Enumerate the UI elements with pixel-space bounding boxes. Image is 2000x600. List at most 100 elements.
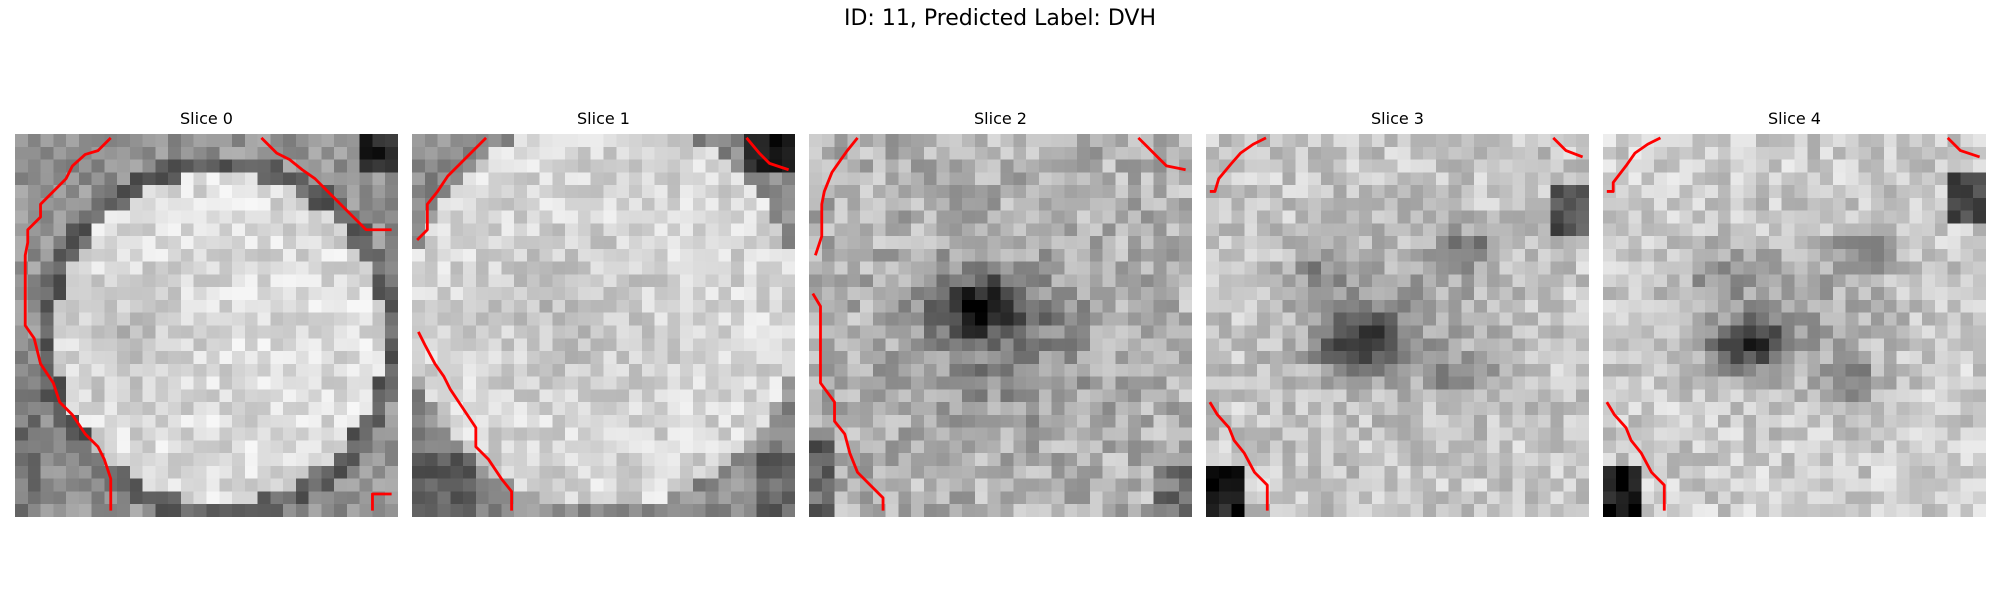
pixel	[1705, 427, 1719, 441]
pixel	[1499, 274, 1513, 288]
pixel	[359, 402, 373, 416]
pixel	[1973, 159, 1986, 173]
pixel	[1128, 351, 1142, 365]
pixel	[1140, 261, 1154, 275]
pixel	[308, 427, 322, 441]
pixel	[27, 287, 41, 301]
pixel	[1038, 427, 1052, 441]
pixel	[1013, 363, 1027, 377]
pixel	[911, 453, 925, 467]
pixel	[1781, 338, 1795, 352]
pixel	[872, 453, 886, 467]
pixel	[219, 134, 233, 148]
pixel	[1615, 134, 1629, 148]
pixel	[1166, 453, 1180, 467]
pixel	[321, 453, 335, 467]
pixel	[1871, 236, 1885, 250]
pixel	[437, 134, 451, 148]
pixel	[1089, 465, 1103, 479]
pixel	[308, 402, 322, 416]
pixel	[155, 351, 169, 365]
pixel	[359, 210, 373, 224]
pixel	[1153, 504, 1167, 517]
pixel	[40, 134, 54, 148]
pixel	[1550, 414, 1564, 428]
pixel	[219, 453, 233, 467]
pixel	[257, 159, 271, 173]
pixel	[1333, 389, 1347, 403]
pixel	[1717, 427, 1731, 441]
pixel	[1064, 491, 1078, 505]
pixel	[1077, 453, 1091, 467]
pixel	[1346, 414, 1360, 428]
pixel	[1705, 134, 1719, 148]
pixel	[155, 414, 169, 428]
pixel	[1615, 146, 1629, 160]
pixel	[488, 363, 502, 377]
pixel	[526, 376, 540, 390]
pixel	[1499, 440, 1513, 454]
pixel	[1934, 159, 1948, 173]
pixel	[1244, 172, 1258, 186]
pixel	[219, 312, 233, 326]
pixel	[1679, 159, 1693, 173]
pixel	[155, 210, 169, 224]
pixel	[1896, 402, 1910, 416]
pixel	[1550, 478, 1564, 492]
pixel	[1947, 389, 1961, 403]
pixel	[705, 261, 719, 275]
pixel	[1871, 248, 1885, 262]
pixel	[1628, 274, 1642, 288]
pixel	[1947, 351, 1961, 365]
pixel	[1499, 236, 1513, 250]
pixel	[680, 261, 694, 275]
pixel	[117, 287, 131, 301]
pixel	[1013, 504, 1027, 517]
pixel	[860, 197, 874, 211]
pixel	[667, 172, 681, 186]
pixel	[1960, 363, 1974, 377]
pixel	[1384, 376, 1398, 390]
pixel	[936, 376, 950, 390]
pixel	[1858, 465, 1872, 479]
pixel	[1435, 427, 1449, 441]
pixel	[1705, 363, 1719, 377]
pixel	[603, 287, 617, 301]
pixel	[1051, 159, 1065, 173]
pixel	[53, 299, 67, 313]
pixel	[117, 299, 131, 313]
pixel	[104, 210, 118, 224]
pixel	[872, 402, 886, 416]
pixel	[1679, 338, 1693, 352]
pixel	[1218, 389, 1232, 403]
pixel	[1768, 236, 1782, 250]
pixel	[885, 351, 899, 365]
pixel	[1000, 159, 1014, 173]
pixel	[129, 376, 143, 390]
pixel	[1692, 427, 1706, 441]
pixel	[1346, 478, 1360, 492]
pixel	[923, 210, 937, 224]
slice-image-4	[1603, 134, 1986, 517]
pixel	[1858, 274, 1872, 288]
pixel	[142, 146, 156, 160]
pixel	[1371, 453, 1385, 467]
pixel	[923, 248, 937, 262]
pixel	[731, 299, 745, 313]
pixel	[1410, 223, 1424, 237]
pixel	[129, 223, 143, 237]
pixel	[1282, 376, 1296, 390]
pixel	[1448, 376, 1462, 390]
pixel	[1794, 210, 1808, 224]
pixel	[872, 414, 886, 428]
pixel	[1768, 223, 1782, 237]
pixel	[1871, 261, 1885, 275]
pixel	[1717, 453, 1731, 467]
pixel	[1692, 210, 1706, 224]
pixel	[718, 453, 732, 467]
pixel	[1550, 248, 1564, 262]
pixel	[1026, 325, 1040, 339]
pixel	[526, 478, 540, 492]
pixel	[718, 236, 732, 250]
pixel	[308, 376, 322, 390]
